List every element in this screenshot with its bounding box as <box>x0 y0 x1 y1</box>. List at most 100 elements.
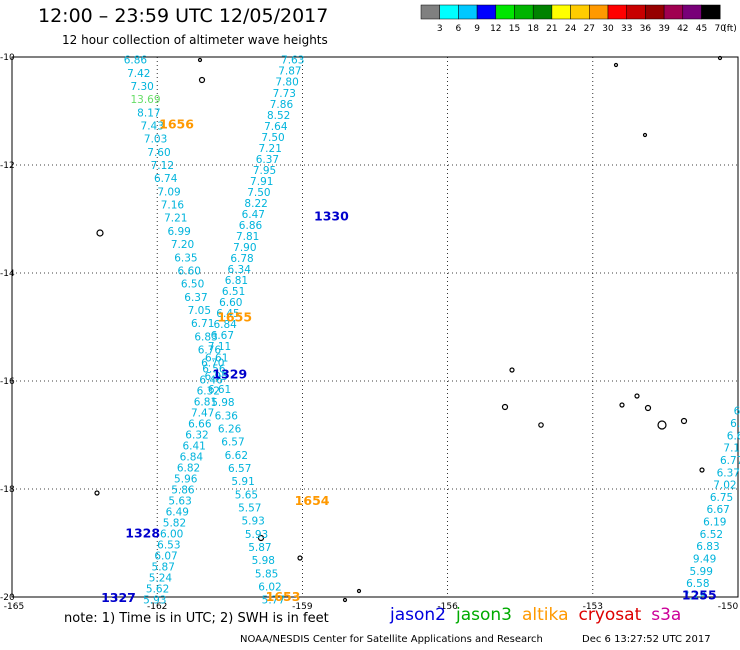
island-outline <box>642 132 648 138</box>
wave-height-value: 8.52 <box>267 110 290 122</box>
color-scale-bar: 3 6 9 12 15 18 21 24 27 30 33 36 39 42 45 70(ft) <box>420 4 737 34</box>
island-outline <box>699 467 705 473</box>
wave-height-value: 5.87 <box>248 542 271 554</box>
colorbar-label: 45 <box>696 24 707 34</box>
colorbar-label: 70 <box>714 24 726 34</box>
wave-height-value: 6.76 <box>198 344 222 356</box>
wave-height-value: 6.36 <box>215 410 239 422</box>
wave-height-value: 5.63 <box>168 496 191 508</box>
wave-height-value: 7.73 <box>273 88 296 100</box>
wave-height-value: 7.02 <box>713 480 736 492</box>
lat-tick-label: -14 <box>0 269 15 279</box>
colorbar-label: 24 <box>565 24 577 34</box>
wave-height-value: 5.57 <box>238 503 261 515</box>
island-outline <box>619 402 625 408</box>
pass-number-label: 1655 <box>217 309 252 324</box>
wave-height-value: 6.57 <box>221 437 244 449</box>
wave-height-value: 7.64 <box>264 121 288 133</box>
wave-height-value: 6.86 <box>124 55 148 67</box>
island-outline <box>680 417 688 425</box>
wave-height-value: 6.86 <box>239 220 263 232</box>
wave-height-value: 6.81 <box>225 275 248 287</box>
map-subtitle: 12 hour collection of altimeter wave hei… <box>62 33 328 47</box>
colorbar-label: 21 <box>546 24 557 34</box>
wave-height-value: 7.16 <box>161 200 185 212</box>
wave-height-value: 7.87 <box>278 66 301 78</box>
colorbar-label: 33 <box>621 24 632 34</box>
wave-height-value: 6.32 <box>197 385 220 397</box>
wave-height-value: 5.82 <box>163 518 186 530</box>
island-outline <box>342 597 348 603</box>
wave-height-value: 6.82 <box>177 462 200 474</box>
wave-height-value: 6.56 <box>202 363 226 375</box>
wave-height-value: 6.99 <box>167 226 190 238</box>
wave-height-value: 5.99 <box>690 566 713 578</box>
island-outline <box>657 420 667 430</box>
island-outline <box>356 588 362 594</box>
wave-height-value: 5.98 <box>252 555 275 567</box>
wave-height-value: 7.50 <box>247 187 270 199</box>
lat-tick-label: -18 <box>0 485 15 495</box>
wave-height-value: 7.05 <box>188 305 211 317</box>
colorbar-label: 30 <box>602 24 614 34</box>
generation-timestamp: Dec 6 13:27:52 UTC 2017 <box>582 634 711 645</box>
wave-height-value: 6.78 <box>230 253 253 265</box>
wave-height-value: 6.47 <box>242 209 265 221</box>
pass-number-label: 1327 <box>101 590 136 605</box>
wave-height-value: 6.50 <box>181 279 204 291</box>
wave-height-value: 6.37 <box>256 154 279 166</box>
wave-height-value: 6.81 <box>194 396 217 408</box>
island-outline <box>501 403 509 411</box>
colorbar-label: 27 <box>584 24 595 34</box>
pass-number-label: 1328 <box>125 525 160 540</box>
wave-height-value: 7.18 <box>683 590 706 602</box>
wave-height-value: 6.66 <box>188 418 212 430</box>
wave-height-value: 7.81 <box>236 231 259 243</box>
pass-number-label: 1255 <box>682 587 717 602</box>
wave-height-value: 6.60 <box>178 265 201 277</box>
wave-height-value: 6.46 <box>199 374 223 386</box>
wave-height-value: 7.47 <box>191 407 214 419</box>
legend-altika: altika <box>522 605 569 625</box>
wave-height-value: 6.58 <box>686 578 709 590</box>
wave-height-value: 5.85 <box>255 568 278 580</box>
wave-height-value: 7.42 <box>127 68 150 80</box>
wave-height-value: 7.90 <box>233 242 256 254</box>
wave-height-value: 7.63 <box>281 55 304 67</box>
island-outline <box>613 62 619 68</box>
wave-height-value: 6.75 <box>710 492 733 504</box>
wave-height-value: 6.26 <box>218 423 242 435</box>
wave-height-value: 6.35 <box>174 252 197 264</box>
credit-line: NOAA/NESDIS Center for Satellite Applica… <box>240 634 543 645</box>
wave-height-value: 6.67 <box>211 330 234 342</box>
wave-height-value: 5.87 <box>152 562 175 574</box>
wave-height-value: 6.61 <box>208 384 231 396</box>
wave-height-value: 6.84 <box>180 451 204 463</box>
colorbar-label: 39 <box>658 24 670 34</box>
wave-height-value: 5.77 <box>262 595 285 607</box>
island-outline <box>538 422 544 428</box>
wave-height-value: 6.83 <box>194 331 217 343</box>
island-outline <box>197 57 203 63</box>
wave-height-value: 6.70 <box>201 358 224 370</box>
wave-height-value: 6.67 <box>706 504 729 516</box>
lat-tick-label: -12 <box>0 161 15 171</box>
colorbar-label: 12 <box>490 24 501 34</box>
wave-height-value: 7.30 <box>130 81 153 93</box>
wave-height-value: 6.57 <box>228 463 251 475</box>
wave-height-value: 7.43 <box>141 121 164 133</box>
wave-height-value: 6.37 <box>184 292 207 304</box>
wave-height-value: 7.21 <box>164 213 187 225</box>
wave-height-value: 7.10 <box>723 443 740 455</box>
wave-height-value: 5.65 <box>235 489 258 501</box>
wave-height-value: 7.20 <box>171 239 194 251</box>
wave-height-value: 7.09 <box>157 186 180 198</box>
legend-jason3: jason3 <box>456 605 512 625</box>
lon-tick-label: -162 <box>147 602 167 612</box>
wave-height-value: 5.98 <box>211 397 234 409</box>
pass-number-label: 1656 <box>159 117 194 132</box>
pass-number-label: 1653 <box>266 589 301 604</box>
wave-height-value: 6.83 <box>696 541 719 553</box>
wave-height-value: 5.96 <box>174 473 198 485</box>
wave-height-value: 6.77 <box>720 455 740 467</box>
